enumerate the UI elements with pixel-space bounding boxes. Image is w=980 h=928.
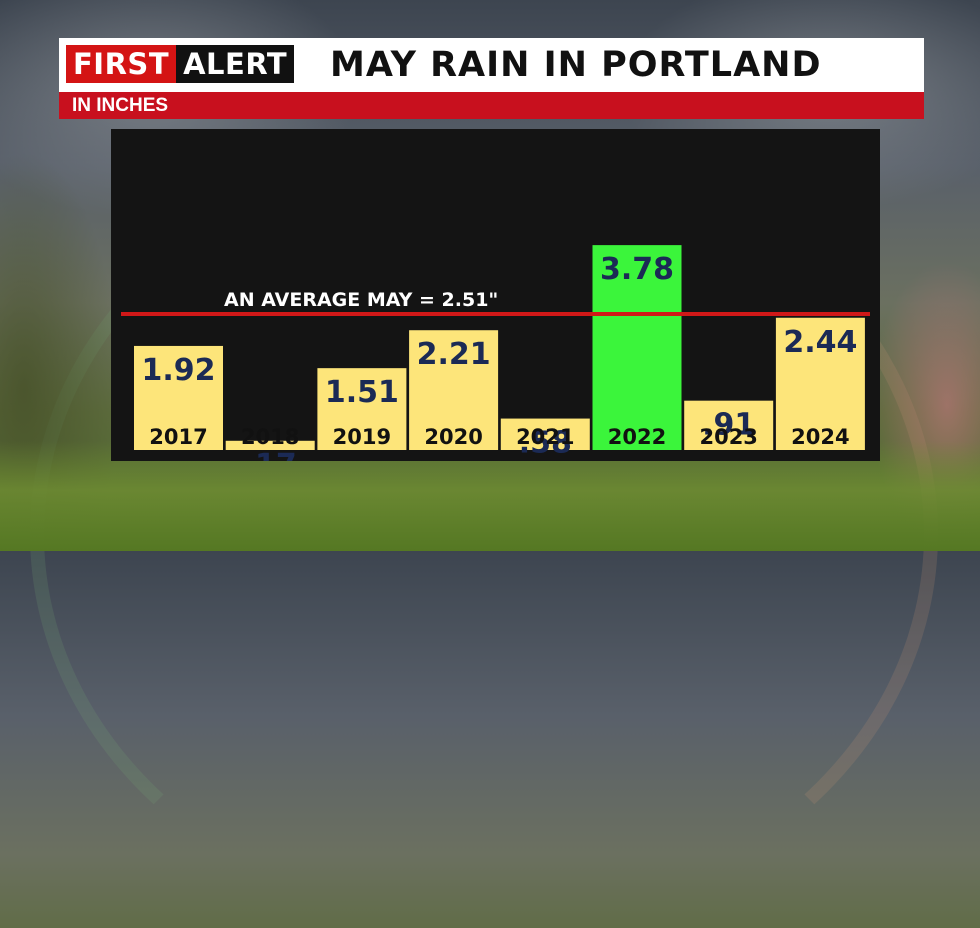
chart-title: MAY RAIN IN PORTLAND bbox=[330, 45, 822, 85]
bar-value-label-2018: .17 bbox=[244, 448, 297, 461]
category-label-2018: 2018 bbox=[241, 425, 299, 449]
bar-2023 bbox=[684, 400, 774, 450]
category-label-2023: 2023 bbox=[699, 425, 757, 449]
bar-value-label-2024: 2.44 bbox=[783, 325, 857, 360]
chart-subtitle: IN INCHES bbox=[72, 95, 169, 116]
bar-2018 bbox=[225, 440, 315, 450]
bar-2021 bbox=[500, 418, 590, 450]
chart-panel: 1.922017.1720181.5120192.212020.5820213.… bbox=[111, 129, 880, 461]
bar-group-2020: 2.21 2020 bbox=[409, 330, 499, 450]
category-label-2024: 2024 bbox=[791, 425, 849, 449]
bar-value-label-2017: 1.92 bbox=[141, 353, 215, 388]
first-alert-logo: FIRST ALERT bbox=[66, 45, 295, 83]
bar-2024 bbox=[775, 317, 865, 450]
category-label-2021: 2021 bbox=[516, 425, 574, 449]
bar-2019 bbox=[317, 368, 407, 450]
bar-2017 bbox=[134, 345, 223, 450]
bar-value-label-2020: 2.21 bbox=[417, 337, 491, 372]
bar-chart: 1.922017.1720181.5120192.212020.5820213.… bbox=[121, 245, 870, 461]
category-label-2020: 2020 bbox=[424, 425, 482, 449]
bar-2020 bbox=[409, 330, 499, 450]
bar-value-label-2022: 3.78 bbox=[600, 252, 674, 287]
bar-group-2024: 2.44 2024 bbox=[775, 317, 865, 450]
bar-value-label-2019: 1.51 bbox=[325, 375, 399, 410]
logo-first-text: FIRST bbox=[66, 45, 177, 83]
category-label-2019: 2019 bbox=[333, 425, 391, 449]
bar-group-2017: 1.92 2017 bbox=[134, 345, 223, 450]
bar-group-2022: 3.78 2022 bbox=[592, 245, 682, 450]
bar-value-label-2021: .58 bbox=[519, 426, 572, 461]
subtitle-banner bbox=[59, 92, 924, 119]
bar-group-2019: 1.51 2019 bbox=[317, 368, 407, 450]
category-label-2022: 2022 bbox=[608, 425, 666, 449]
bar-value-label-2023: .91 bbox=[702, 408, 755, 443]
average-line-label: AN AVERAGE MAY = 2.51" bbox=[224, 289, 498, 311]
bar-2022 bbox=[592, 245, 682, 450]
logo-alert-text: ALERT bbox=[176, 45, 295, 83]
category-label-2017: 2017 bbox=[149, 425, 207, 449]
